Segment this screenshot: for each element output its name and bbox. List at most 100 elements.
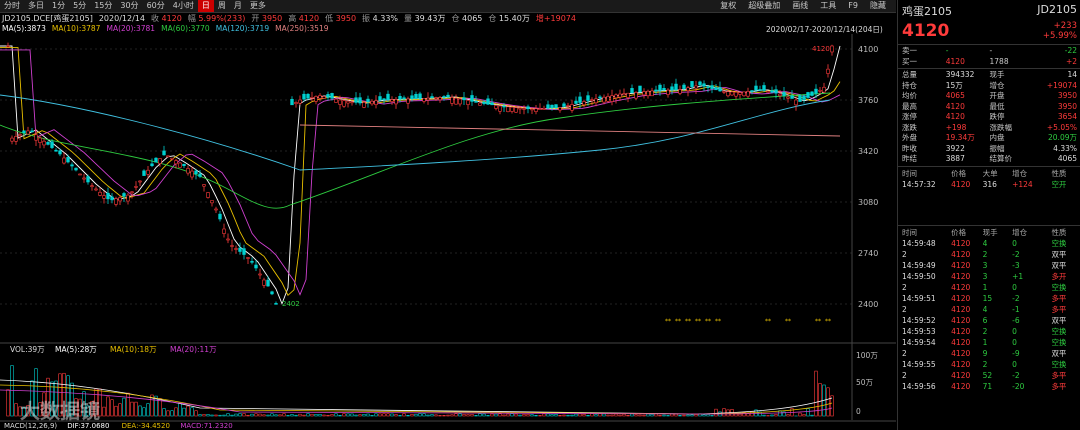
- timeframe-tab-9[interactable]: 周: [217, 1, 226, 10]
- volume-bar: [606, 414, 610, 417]
- tool-button-3[interactable]: 工具: [820, 1, 837, 10]
- volume-bar: [294, 414, 298, 417]
- tick-row[interactable]: 2 4120 9 -9 双平: [902, 348, 1067, 358]
- candle-body: [690, 81, 694, 88]
- volume-bar: [18, 406, 22, 417]
- tick-row[interactable]: 14:59:48 4120 4 0 空换: [902, 238, 1067, 248]
- volume-bar: [662, 414, 666, 417]
- tick-row[interactable]: 2 4120 1 0 空换: [902, 282, 1067, 292]
- tick-row[interactable]: 14:59:52 4120 6 -6 双平: [902, 315, 1067, 325]
- candle-body: [710, 85, 714, 89]
- volume-bar: [802, 414, 806, 417]
- stat-row: 昨收 3922 振幅 4.33%: [902, 143, 1077, 153]
- candle-body: [182, 163, 186, 166]
- tick-row[interactable]: 2 4120 52 -2 多平: [902, 370, 1067, 380]
- volume-bar: [318, 413, 322, 417]
- volume-bar: [754, 409, 758, 417]
- timeframe-tab-8[interactable]: 日: [197, 0, 214, 12]
- ma10-line: [0, 47, 841, 297]
- candle-body: [174, 160, 178, 165]
- candle-body: [814, 88, 818, 94]
- volume-bar: [602, 413, 606, 417]
- candle-body: [518, 107, 522, 110]
- volume-tick: 0: [856, 407, 861, 416]
- volume-tick: 100万: [856, 351, 878, 360]
- candle-body: [802, 95, 806, 100]
- volume-bar: [146, 403, 150, 417]
- ask-row: 卖一 - - -22: [902, 46, 1077, 55]
- candle-body: [674, 83, 678, 91]
- candle-body: [662, 88, 666, 91]
- volume-bar: [254, 413, 258, 417]
- volume-bar: [502, 414, 506, 417]
- volume-bar: [286, 415, 290, 417]
- volume-bar: [242, 413, 246, 417]
- tick-row[interactable]: 2 4120 4 -1 多平: [902, 304, 1067, 314]
- volume-bar: [386, 413, 390, 417]
- volume-bar: [702, 414, 706, 417]
- candle-body: [218, 213, 222, 220]
- timeframe-tab-5[interactable]: 30分: [120, 1, 139, 10]
- candle-body: [766, 91, 770, 93]
- volume-bar: [170, 410, 174, 417]
- volume-bar: [646, 413, 650, 417]
- candle-body: [234, 248, 238, 250]
- tool-button-0[interactable]: 复权: [720, 1, 737, 10]
- trade-row[interactable]: 14:57:32 4120 316 +124 空开: [902, 179, 1067, 189]
- tick-row[interactable]: 2 4120 2 -2 双平: [902, 249, 1067, 259]
- tick-row[interactable]: 14:59:56 4120 71 -20 多平: [902, 381, 1067, 391]
- tool-button-4[interactable]: F9: [848, 1, 858, 10]
- candle-body: [350, 101, 354, 104]
- candle-body: [74, 167, 78, 171]
- timeframe-tab-6[interactable]: 60分: [146, 1, 165, 10]
- volume-bar: [442, 415, 446, 417]
- candle-body: [562, 103, 566, 107]
- tick-row[interactable]: 14:59:50 4120 3 +1 多开: [902, 271, 1067, 281]
- macd-legend-3: MACD:71.2320: [180, 422, 232, 430]
- volume-bar: [6, 389, 10, 417]
- timeframe-tab-10[interactable]: 月: [233, 1, 242, 10]
- tick-row[interactable]: 14:59:54 4120 1 0 空换: [902, 337, 1067, 347]
- tick-row[interactable]: 14:59:49 4120 3 -3 双平: [902, 260, 1067, 270]
- candle-body: [10, 137, 14, 142]
- timeframe-tab-3[interactable]: 5分: [73, 1, 87, 10]
- candle-body: [394, 99, 398, 105]
- candle-body: [526, 106, 530, 110]
- tick-row[interactable]: 14:59:51 4120 15 -2 多平: [902, 293, 1067, 303]
- candle-body: [178, 162, 182, 168]
- candle-body: [638, 85, 642, 93]
- candle-body: [186, 168, 190, 174]
- candle-body: [658, 84, 662, 91]
- timeframe-tab-1[interactable]: 多日: [28, 1, 44, 10]
- candle-body: [602, 96, 606, 103]
- timeframe-tab-0[interactable]: 分时: [4, 1, 20, 10]
- timeframe-tab-4[interactable]: 15分: [94, 1, 113, 10]
- candle-body: [430, 96, 434, 99]
- tick-row[interactable]: 14:59:53 4120 2 0 空换: [902, 326, 1067, 336]
- tick-row[interactable]: 14:59:55 4120 2 0 空换: [902, 359, 1067, 369]
- candle-body: [134, 186, 138, 188]
- low-annotation: 2402: [282, 300, 300, 308]
- candle-body: [762, 85, 766, 91]
- candle-body: [570, 104, 574, 111]
- kline-chart[interactable]: 4100 3760 3420 3080 2740 2400 4120 2402 ** ** ** *…: [0, 34, 896, 430]
- timeframe-tab-7[interactable]: 4小时: [172, 1, 194, 10]
- timeframe-tab-2[interactable]: 1分: [52, 1, 66, 10]
- candle-body: [246, 257, 250, 259]
- candle-body: [510, 106, 514, 112]
- tool-button-2[interactable]: 画线: [792, 1, 809, 10]
- price-tick: 3080: [858, 198, 878, 207]
- candle-body: [354, 97, 358, 103]
- volume-bar: [54, 380, 58, 417]
- volume-bar: [126, 392, 130, 417]
- volume-bar: [462, 414, 466, 417]
- tool-button-1[interactable]: 超级叠加: [748, 1, 781, 10]
- volume-bar: [830, 395, 834, 417]
- candle-body: [598, 96, 602, 99]
- candle-body: [542, 108, 546, 110]
- timeframe-tab-11[interactable]: 更多: [249, 1, 266, 10]
- volume-bar: [278, 414, 282, 417]
- candle-body: [402, 97, 406, 100]
- candle-body: [406, 98, 410, 104]
- tool-button-5[interactable]: 隐藏: [870, 1, 886, 10]
